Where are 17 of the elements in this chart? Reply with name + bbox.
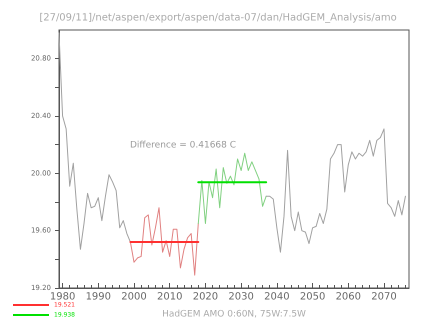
line-series	[130, 207, 199, 276]
line-series	[198, 152, 267, 224]
x-tick-label: 2040	[264, 292, 290, 302]
x-axis-title: HadGEM AMO 0:60N, 75W:7.5W	[162, 310, 306, 320]
x-tick-label: 2050	[300, 292, 326, 302]
x-tick-label: 2070	[371, 292, 397, 302]
x-tick-label: 2020	[192, 292, 218, 302]
x-tick-label: 1990	[86, 292, 112, 302]
line-series	[266, 128, 406, 253]
x-tick-label: 2030	[228, 292, 254, 302]
x-tick-label: 2060	[336, 292, 362, 302]
x-tick-label: 1980	[50, 292, 76, 302]
x-tick-label: 2010	[156, 292, 182, 302]
x-tick-label: 2000	[121, 292, 147, 302]
line-series	[58, 32, 131, 250]
chart-title: [27/09/11]/net/aspen/export/aspen/data-07/dan/HadGEM_Analysis/amo	[39, 12, 397, 24]
annotation: Difference = 0.41668 C	[130, 140, 236, 150]
